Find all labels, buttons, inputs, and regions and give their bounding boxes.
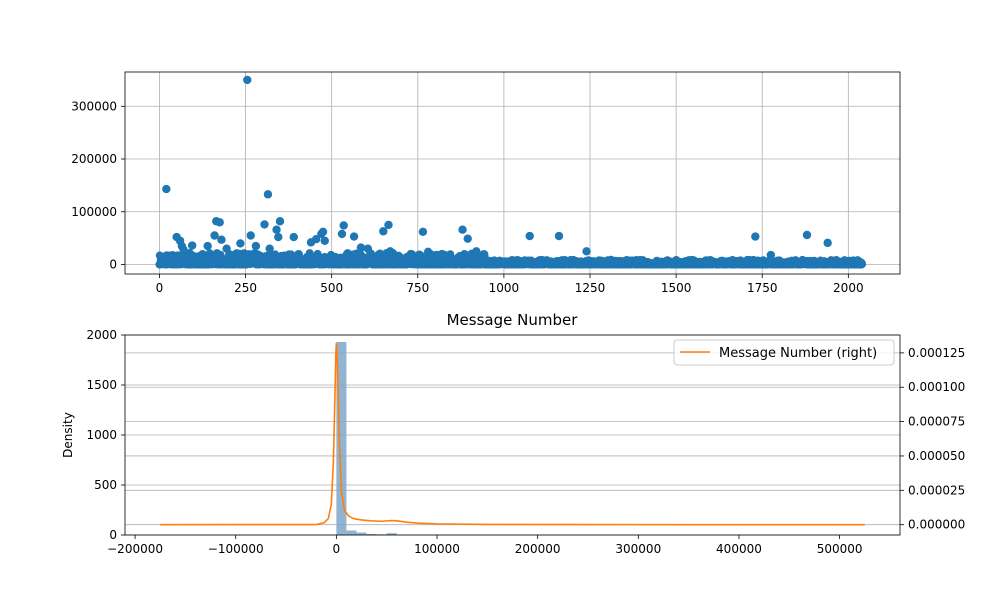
scatter-xtick-label: 0 [156,281,164,295]
density-xtick-label: −100000 [208,542,264,556]
scatter-point [418,227,428,237]
density-title: Message Number [447,311,579,329]
scatter-xtick-label: 1750 [747,281,778,295]
scatter-point [582,247,591,256]
scatter-xtick-label: 500 [320,281,343,295]
scatter-point [215,218,224,227]
legend-label: Message Number (right) [719,346,877,361]
scatter-point [423,247,433,257]
scatter-xtick-label: 1000 [489,281,520,295]
scatter-point [339,221,348,230]
density-xtick-label: 300000 [615,542,661,556]
scatter-point [179,245,188,254]
density-xtick-label: 200000 [515,542,561,556]
scatter-point [210,231,219,240]
kde-curve [160,342,865,526]
scatter-y-axis: 0 100000 200000 300000 [71,99,125,272]
scatter-point [318,227,328,237]
scatter-xtick-label: 1500 [661,281,692,295]
scatter-point [525,231,534,241]
scatter-point [802,230,812,240]
density-ylabel: Density [61,412,75,458]
scatter-point [823,238,832,248]
scatter-ytick-label: 300000 [71,99,117,113]
density-y-axis-right: 0.000000 0.000025 0.000050 0.000075 0.000100… [900,346,965,532]
density-xtick-label: 0 [333,542,341,556]
scatter-ytick-label: 100000 [71,205,117,219]
scatter-point [311,234,321,244]
density-right-ytick-label: 0.000050 [908,449,965,463]
histogram-bar [386,533,397,535]
scatter-point [162,184,171,194]
scatter-point [272,225,281,234]
scatter-point [265,244,274,253]
scatter-ytick-label: 200000 [71,152,117,166]
density-xtick-label: 100000 [414,542,460,556]
scatter-point [858,260,867,269]
histogram-bar [356,532,367,535]
scatter-point [349,232,359,241]
scatter-ytick-label: 0 [109,258,117,272]
scatter-panel: 0 250 500 750 1000 1250 1500 1750 2000 0 100000 20… [71,71,901,295]
histogram-bar [346,530,357,535]
scatter-point [263,190,273,199]
density-ytick-label: 500 [94,478,117,492]
density-right-ytick-label: 0.000125 [908,346,965,360]
scatter-point [236,239,245,248]
density-xtick-label: 500000 [817,542,863,556]
scatter-point [222,244,231,253]
density-right-ytick-label: 0.000025 [908,483,965,497]
scatter-xtick-label: 250 [234,281,257,295]
scatter-point [463,234,472,243]
scatter-point [274,232,283,242]
histogram-bar [366,534,377,535]
density-xtick-label: 400000 [716,542,762,556]
density-y-axis-left: 0 500 1000 1500 2000 [86,328,125,542]
density-right-ytick-label: 0.000075 [908,415,965,429]
density-right-ytick-label: 0.000100 [908,380,965,394]
scatter-point [386,247,395,256]
scatter-point [337,229,347,239]
density-ytick-label: 2000 [86,328,117,342]
density-right-ytick-label: 0.000000 [908,518,965,532]
density-x-axis: −200000 −100000 0 100000 200000 300000 400000 5… [107,535,863,556]
scatter-point [217,235,226,244]
density-panel: Message Number −200000 −100000 0 100000 2000… [61,311,965,556]
scatter-point [554,231,564,241]
scatter-points [155,75,867,269]
scatter-xtick-label: 750 [406,281,429,295]
legend: Message Number (right) [673,339,895,366]
scatter-point [275,217,285,226]
scatter-point [203,241,212,251]
scatter-point [243,75,252,85]
scatter-x-axis: 0 250 500 750 1000 1250 1500 1750 2000 [156,274,864,295]
scatter-point [187,241,197,250]
density-ytick-label: 1000 [86,428,117,442]
density-ytick-label: 0 [109,528,117,542]
scatter-point [384,220,393,230]
scatter-point [379,227,388,236]
density-ytick-label: 1500 [86,378,117,392]
scatter-point [246,231,255,240]
density-xtick-label: −200000 [107,542,163,556]
histogram-bar [336,342,347,535]
scatter-point [751,232,760,241]
scatter-point [472,247,481,256]
scatter-point [766,250,776,260]
legend-box [673,339,895,366]
scatter-point [458,225,467,234]
scatter-point [251,241,261,251]
scatter-point [356,243,366,252]
scatter-point [260,220,269,229]
scatter-point [289,232,298,242]
scatter-xtick-label: 2000 [833,281,864,295]
scatter-point [363,244,373,253]
scatter-xtick-label: 1250 [575,281,606,295]
scatter-point [320,236,329,245]
scatter-frame [124,71,901,275]
kde-line [160,342,865,526]
